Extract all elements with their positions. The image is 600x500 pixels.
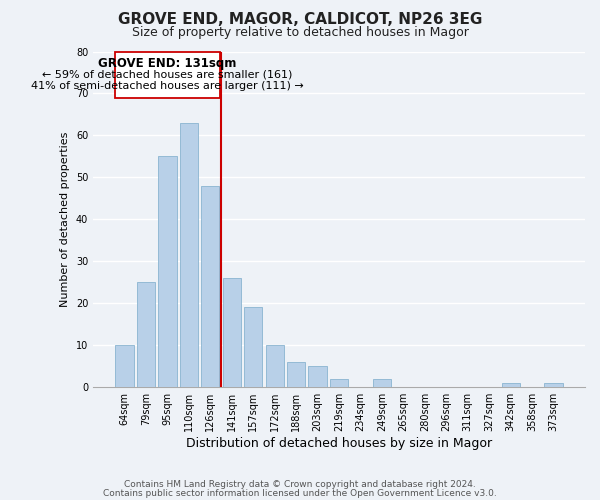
- Bar: [266, 345, 284, 387]
- Bar: [180, 123, 198, 387]
- Bar: [158, 156, 176, 387]
- Bar: [201, 186, 220, 387]
- Text: ← 59% of detached houses are smaller (161): ← 59% of detached houses are smaller (16…: [42, 70, 293, 80]
- Text: GROVE END: 131sqm: GROVE END: 131sqm: [98, 56, 236, 70]
- Bar: [373, 379, 391, 387]
- Bar: [115, 345, 134, 387]
- Y-axis label: Number of detached properties: Number of detached properties: [60, 132, 70, 307]
- Bar: [502, 383, 520, 387]
- FancyBboxPatch shape: [115, 52, 220, 98]
- Bar: [330, 379, 348, 387]
- Text: 41% of semi-detached houses are larger (111) →: 41% of semi-detached houses are larger (…: [31, 81, 304, 91]
- Bar: [308, 366, 327, 387]
- Bar: [544, 383, 563, 387]
- Bar: [287, 362, 305, 387]
- Text: Contains public sector information licensed under the Open Government Licence v3: Contains public sector information licen…: [103, 488, 497, 498]
- Bar: [223, 278, 241, 387]
- X-axis label: Distribution of detached houses by size in Magor: Distribution of detached houses by size …: [186, 437, 492, 450]
- Text: GROVE END, MAGOR, CALDICOT, NP26 3EG: GROVE END, MAGOR, CALDICOT, NP26 3EG: [118, 12, 482, 28]
- Text: Size of property relative to detached houses in Magor: Size of property relative to detached ho…: [131, 26, 469, 39]
- Text: Contains HM Land Registry data © Crown copyright and database right 2024.: Contains HM Land Registry data © Crown c…: [124, 480, 476, 489]
- Bar: [137, 282, 155, 387]
- Bar: [244, 308, 262, 387]
